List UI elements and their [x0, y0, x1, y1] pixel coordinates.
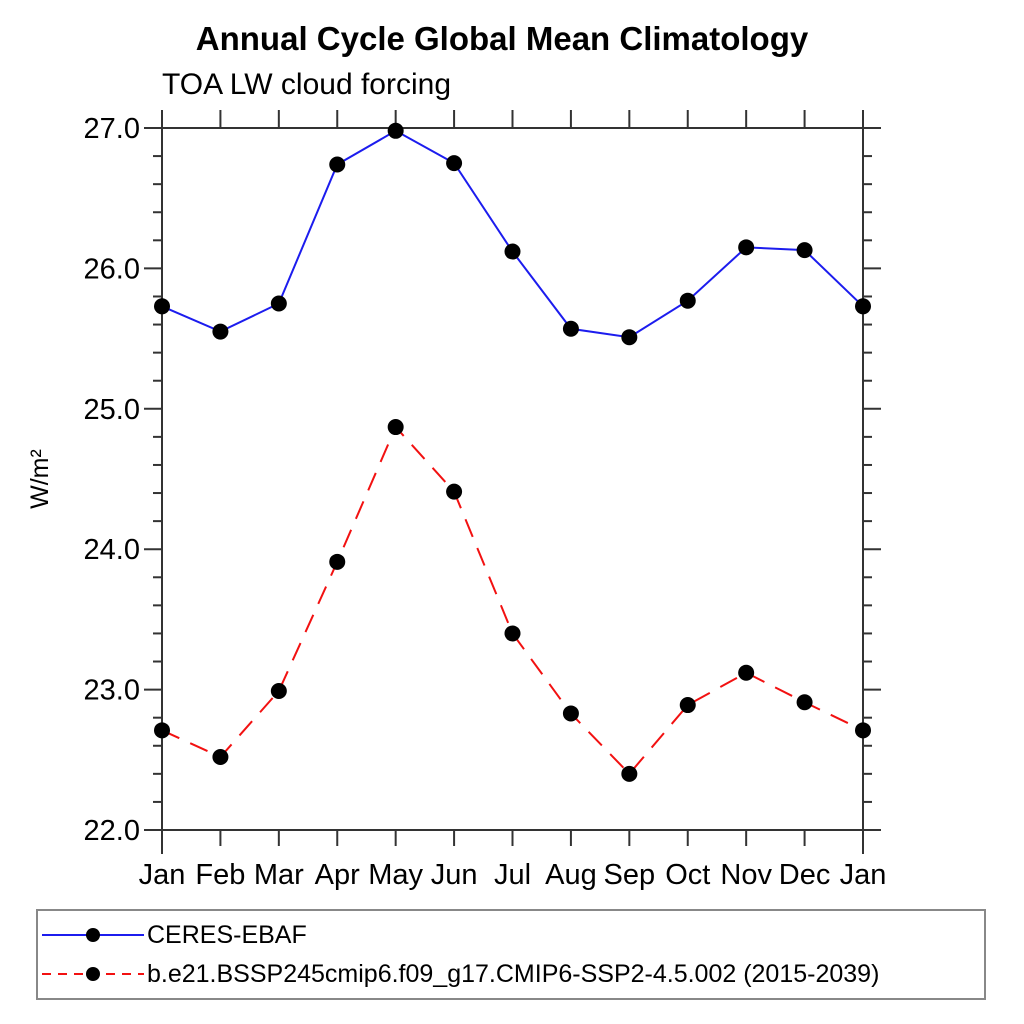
chart-subtitle: TOA LW cloud forcing [162, 68, 452, 101]
legend-item-model: b.e21.BSSP245cmip6.f09_g17.CMIP6-SSP2-4.… [38, 959, 984, 989]
chart-title: Annual Cycle Global Mean Climatology [195, 20, 809, 57]
data-point-1-6 [504, 625, 521, 642]
data-point-0-0 [154, 298, 170, 315]
x-tick-label: Oct [665, 859, 710, 891]
y-tick-label: 24.0 [84, 534, 140, 566]
x-tick-label: Aug [545, 859, 597, 891]
data-point-1-7 [562, 705, 579, 722]
data-point-1-5 [446, 483, 463, 500]
legend-item-ceres-ebaf: CERES-EBAF [38, 920, 984, 950]
y-tick-label: 27.0 [84, 113, 140, 145]
series-line-1 [161, 425, 864, 776]
x-tick-label: Mar [254, 859, 304, 891]
legend-marker-dot [86, 928, 100, 942]
legend-line-sample-dashed [42, 967, 144, 981]
x-tick-label: May [368, 859, 423, 891]
data-point-0-2 [270, 295, 287, 312]
data-point-1-11 [796, 694, 813, 711]
data-point-1-4 [387, 419, 404, 436]
data-point-1-10 [738, 664, 755, 681]
legend: CERES-EBAF b.e21.BSSP245cmip6.f09_g17.CM… [36, 909, 986, 1000]
x-tick-label: Jan [840, 859, 887, 891]
data-point-1-0 [154, 722, 170, 739]
x-tick-label: Sep [604, 859, 656, 891]
series-line-0 [161, 129, 864, 339]
data-point-0-1 [212, 323, 229, 340]
data-point-0-5 [446, 155, 463, 172]
data-point-0-6 [504, 243, 521, 260]
data-point-1-1 [212, 748, 229, 765]
data-point-0-4 [387, 122, 404, 139]
legend-label-model: b.e21.BSSP245cmip6.f09_g17.CMIP6-SSP2-4.… [147, 959, 880, 988]
x-tick-label: Jan [139, 859, 186, 891]
data-point-0-3 [329, 156, 346, 173]
data-point-0-9 [679, 292, 696, 309]
data-point-1-12 [855, 722, 871, 739]
data-point-1-3 [329, 553, 346, 570]
plot-frame [161, 127, 864, 831]
legend-marker-dot [86, 967, 100, 981]
y-axis-title: W/m² [26, 449, 54, 509]
x-tick-label: Apr [315, 859, 360, 891]
data-point-1-8 [621, 765, 638, 782]
data-point-0-8 [621, 329, 638, 346]
x-tick-label: Nov [720, 859, 772, 891]
y-tick-label: 23.0 [84, 675, 140, 707]
data-point-1-2 [270, 683, 287, 700]
data-point-0-10 [738, 239, 755, 256]
legend-label-observation: CERES-EBAF [147, 920, 307, 949]
data-point-0-12 [855, 298, 871, 315]
y-tick-label: 22.0 [84, 815, 140, 847]
y-tick-label: 25.0 [84, 394, 140, 426]
data-point-0-11 [796, 242, 813, 259]
legend-line-sample-solid [42, 928, 144, 942]
data-point-0-7 [562, 320, 579, 337]
x-tick-label: Feb [195, 859, 245, 891]
x-tick-label: Dec [779, 859, 831, 891]
x-tick-label: Jul [494, 859, 531, 891]
data-point-1-9 [679, 697, 696, 714]
x-tick-label: Jun [431, 859, 478, 891]
y-tick-label: 26.0 [84, 253, 140, 285]
